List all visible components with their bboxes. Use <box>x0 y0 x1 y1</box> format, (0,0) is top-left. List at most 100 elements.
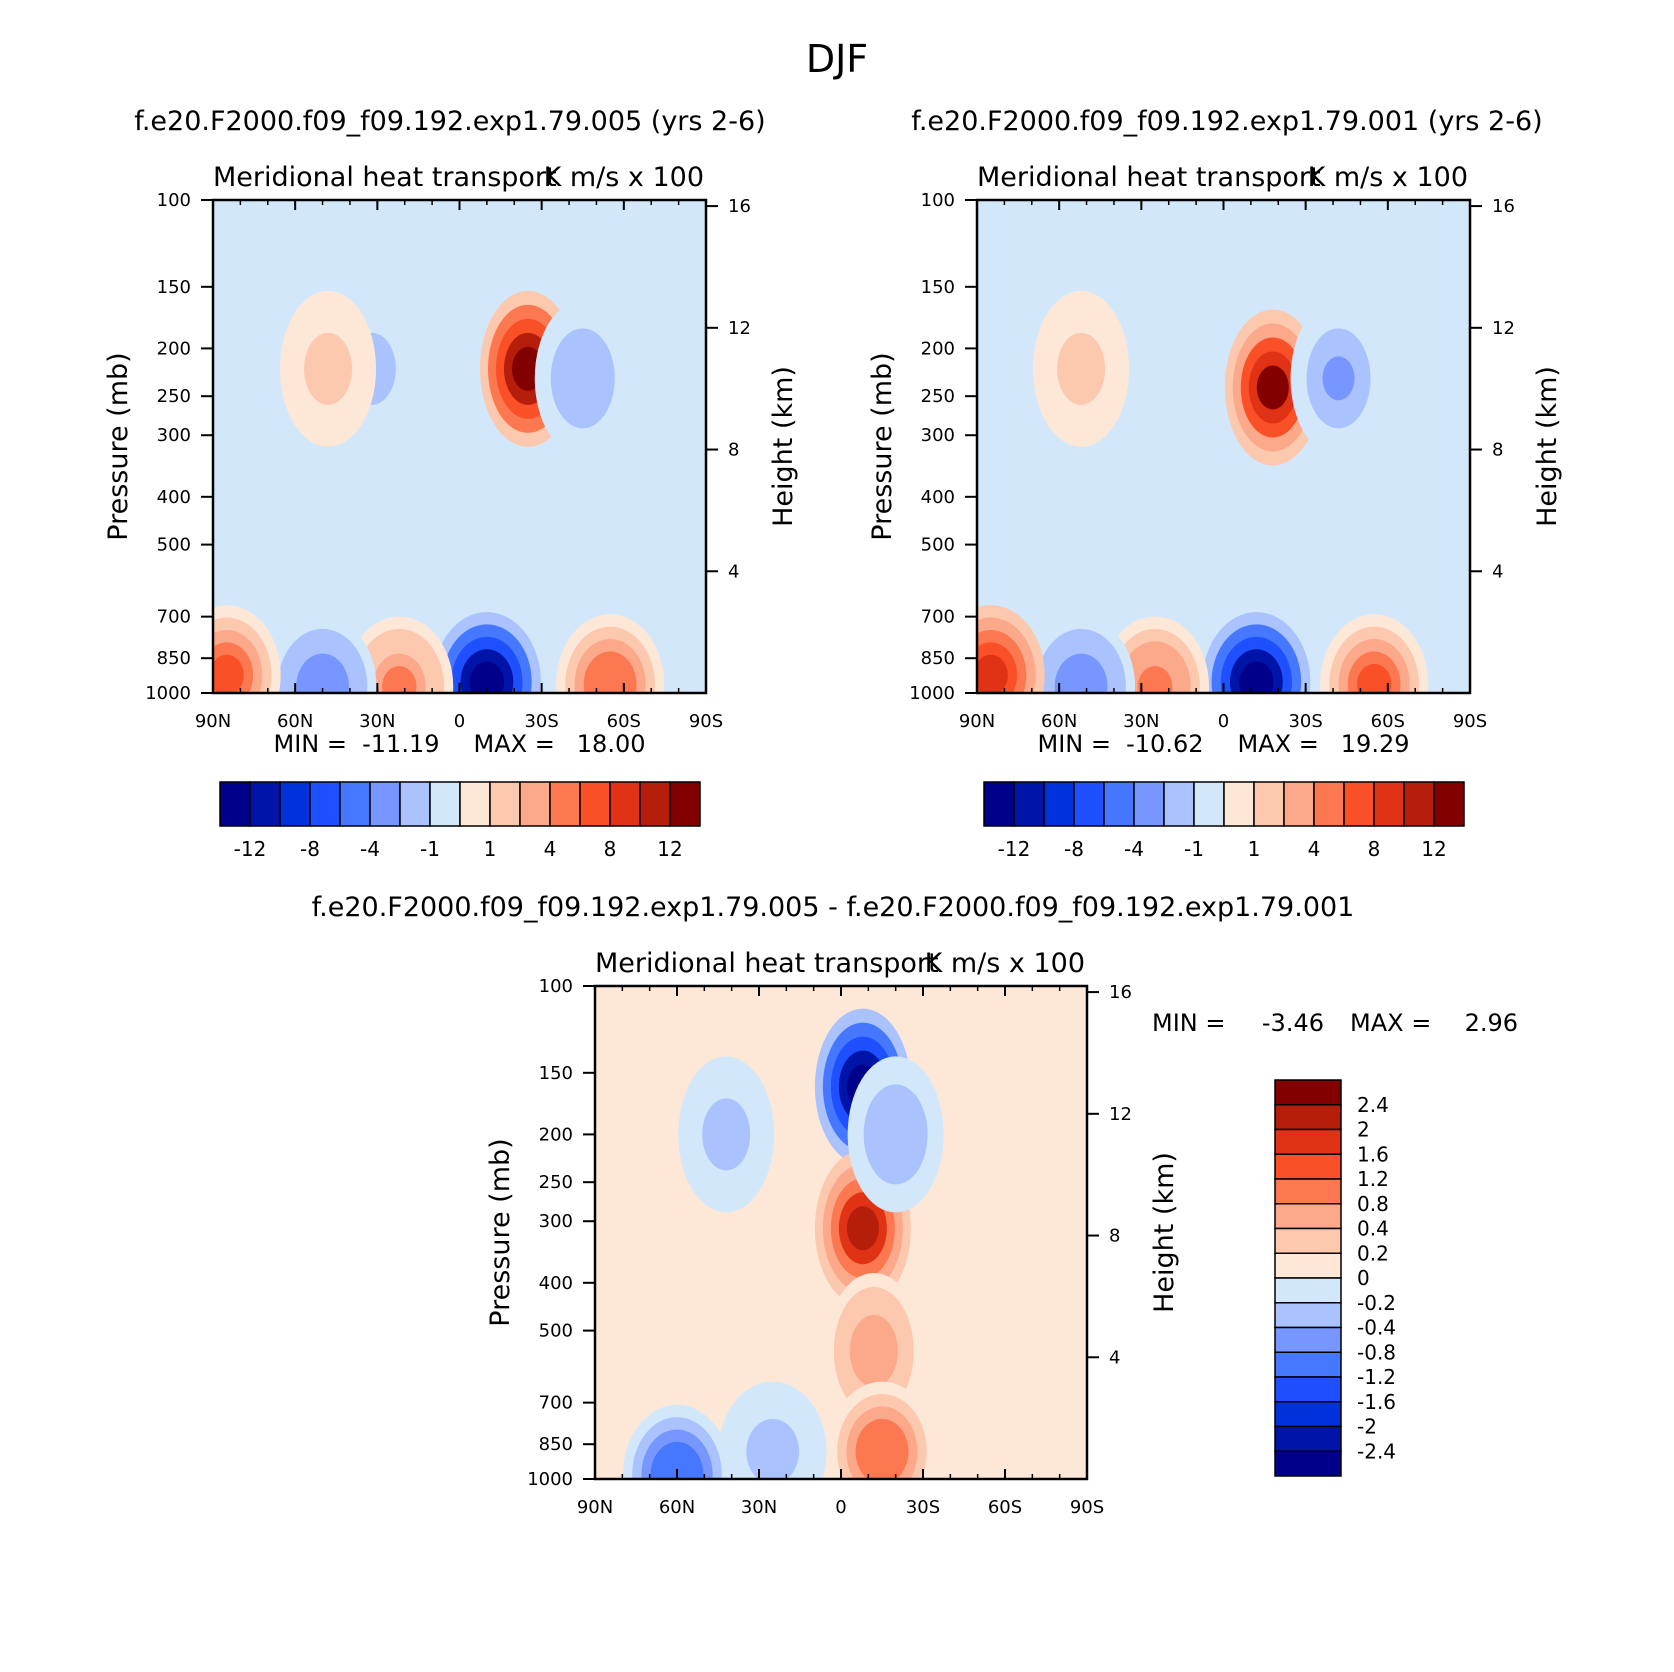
panel-3: f.e20.F2000.f09_f09.192.exp1.79.005 - f.… <box>312 892 1518 1518</box>
colorbar-label: -0.8 <box>1357 1340 1396 1364</box>
plot-title: Meridional heat transport <box>977 162 1321 193</box>
contour-upper-cool-4 <box>566 356 599 401</box>
contour-upper-warm-2-4 <box>879 1112 912 1157</box>
contour-low-warm-sh-4 <box>382 666 417 693</box>
contour-low-cool-sh-4 <box>1063 666 1099 693</box>
colorbar-swatch <box>579 781 611 827</box>
colorbar-label: 2 <box>1357 1118 1370 1142</box>
min-label: MIN = <box>1152 1009 1225 1037</box>
x-tick-label: 0 <box>1218 711 1229 732</box>
colorbar-swatch <box>1373 781 1405 827</box>
colorbar: -12 -8 -4 -1 1 4 8 12 <box>983 781 1465 861</box>
colorbar-label: -4 <box>360 837 380 861</box>
y-tick-label: 200 <box>157 338 191 359</box>
colorbar-label: -0.2 <box>1357 1291 1396 1315</box>
colorbar-label: -1 <box>420 837 440 861</box>
colorbar-label: 1 <box>1248 837 1261 861</box>
y-tick-label: 300 <box>539 1211 573 1232</box>
colorbar-swatch <box>1274 1178 1342 1205</box>
contour-mid-cool-4 <box>857 1328 890 1373</box>
y2-tick-label: 4 <box>1109 1347 1120 1368</box>
colorbar-swatch <box>1274 1079 1342 1106</box>
y-tick-label: 300 <box>921 425 955 446</box>
x-tick-label: 90N <box>959 711 995 732</box>
contour-field <box>595 986 1087 1479</box>
panels: f.e20.F2000.f09_f09.192.exp1.79.005 (yrs… <box>103 106 1563 1518</box>
y-tick-label: 850 <box>921 648 955 669</box>
colorbar-label: -2.4 <box>1357 1439 1396 1463</box>
colorbar-label: 0.2 <box>1357 1241 1389 1265</box>
x-tick-label: 30N <box>359 711 395 732</box>
colorbar-swatch <box>1274 1104 1342 1131</box>
contour-low-cool-4 <box>864 1431 900 1473</box>
colorbar-swatch <box>1274 1128 1342 1155</box>
colorbar-swatch <box>249 781 281 827</box>
y-axis-label: Pressure (mb) <box>867 352 898 540</box>
colorbar-swatch <box>1274 1252 1342 1279</box>
colorbar: 2.421.61.20.80.40.20-0.2-0.4-0.8-1.2-1.6… <box>1274 1079 1396 1477</box>
min-label: MIN = <box>1038 730 1111 758</box>
y-tick-label: 200 <box>921 338 955 359</box>
colorbar-swatch <box>1274 1425 1342 1452</box>
colorbar-label: 0.8 <box>1357 1192 1389 1216</box>
plot-units: K m/s x 100 <box>1308 162 1468 193</box>
y-tick-label: 100 <box>921 190 955 211</box>
colorbar-label: 12 <box>657 837 682 861</box>
y-tick-label: 250 <box>921 386 955 407</box>
colorbar-swatch <box>429 781 461 827</box>
contour-low-warm-nh-4 <box>592 663 628 693</box>
x-tick-label: 0 <box>454 711 465 732</box>
colorbar-swatch <box>459 781 491 827</box>
x-tick-label: 60N <box>1041 711 1077 732</box>
colorbar-swatch <box>399 781 431 827</box>
contour-field <box>213 200 706 693</box>
y2-axis-label: Height (km) <box>1149 1152 1180 1313</box>
x-tick-label: 60S <box>607 711 641 732</box>
plot-units: K m/s x 100 <box>544 162 704 193</box>
colorbar-swatch <box>609 781 641 827</box>
x-tick-label: 90N <box>577 1497 613 1518</box>
y2-tick-label: 12 <box>728 318 751 339</box>
colorbar-label: -12 <box>998 837 1031 861</box>
y2-tick-label: 8 <box>1492 440 1503 461</box>
colorbar-swatch <box>1103 781 1135 827</box>
colorbar-label: -8 <box>300 837 320 861</box>
colorbar-label: 1.2 <box>1357 1167 1389 1191</box>
figure-title: DJF <box>806 37 868 81</box>
colorbar-label: 2.4 <box>1357 1093 1389 1117</box>
colorbar-label: -1.6 <box>1357 1390 1396 1414</box>
contour-edge-warm-4 <box>213 654 244 693</box>
panel-1: f.e20.F2000.f09_f09.192.exp1.79.005 (yrs… <box>103 106 799 861</box>
y2-tick-label: 16 <box>1492 196 1515 217</box>
y-tick-label: 100 <box>157 190 191 211</box>
colorbar-swatch <box>1274 1277 1342 1304</box>
y-tick-label: 700 <box>921 607 955 628</box>
x-tick-label: 30S <box>906 1497 940 1518</box>
y-tick-label: 250 <box>157 386 191 407</box>
min-label: MIN = <box>274 730 347 758</box>
colorbar-swatch <box>639 781 671 827</box>
y2-tick-label: 12 <box>1492 318 1515 339</box>
y2-axis-label: Height (km) <box>768 366 799 527</box>
colorbar-label: 1 <box>484 837 497 861</box>
y2-tick-label: 4 <box>1492 561 1503 582</box>
colorbar-label: 8 <box>1368 837 1381 861</box>
contour-low-cool-sh-4 <box>305 666 340 693</box>
y-tick-label: 150 <box>539 1063 573 1084</box>
contour-upper-warm-2-4 <box>1065 346 1098 391</box>
y-tick-label: 500 <box>539 1321 573 1342</box>
contour-low-cool-4 <box>1239 661 1274 693</box>
colorbar-swatch <box>1274 1401 1342 1428</box>
contour-low-warm-sh-4 <box>1137 666 1173 693</box>
colorbar-swatch <box>489 781 521 827</box>
colorbar-swatch <box>279 781 311 827</box>
contour-low-warm-nh-4 <box>1356 663 1392 693</box>
contour-field <box>977 200 1470 693</box>
colorbar-swatch <box>1274 1227 1342 1254</box>
colorbar-swatch <box>1163 781 1195 827</box>
case-title: f.e20.F2000.f09_f09.192.exp1.79.005 (yrs… <box>134 106 765 137</box>
x-tick-label: 60S <box>988 1497 1022 1518</box>
y-tick-label: 1000 <box>527 1469 573 1490</box>
colorbar-label: -2 <box>1357 1415 1377 1439</box>
y-tick-label: 500 <box>157 535 191 556</box>
